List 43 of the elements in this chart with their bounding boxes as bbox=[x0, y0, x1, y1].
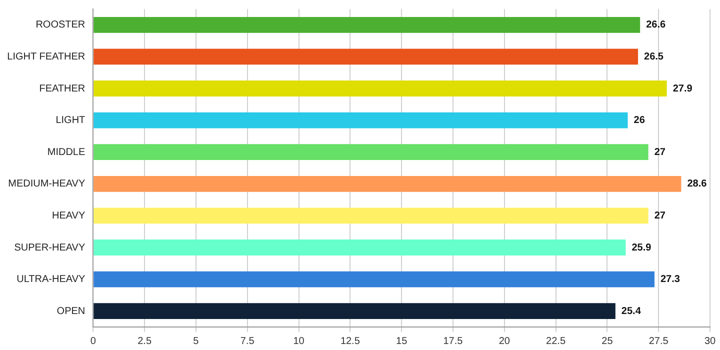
data-label: 26.5 bbox=[644, 51, 664, 62]
x-tick-label: 0 bbox=[90, 336, 96, 347]
y-tick-label: HEAVY bbox=[52, 210, 86, 222]
x-tick-label: 12.5 bbox=[340, 336, 360, 347]
x-tick-label: 15 bbox=[396, 336, 408, 347]
bar bbox=[94, 112, 628, 128]
bar bbox=[94, 208, 648, 224]
data-label: 25.9 bbox=[632, 242, 652, 254]
x-tick-label: 10 bbox=[293, 336, 305, 347]
data-label: 27 bbox=[654, 146, 666, 158]
x-tick-label: 25 bbox=[602, 336, 614, 347]
data-label: 25.4 bbox=[621, 306, 642, 317]
y-tick-label: SUPER-HEAVY bbox=[14, 242, 86, 254]
x-tick-label: 5 bbox=[193, 336, 200, 347]
x-tick-label: 22.5 bbox=[546, 336, 566, 347]
y-tick-label: MIDDLE bbox=[47, 146, 86, 158]
y-tick-label: ROOSTER bbox=[36, 20, 86, 31]
bar bbox=[94, 16, 640, 33]
y-tick-label: ULTRA-HEAVY bbox=[16, 274, 86, 286]
x-tick-label: 30 bbox=[704, 336, 716, 347]
bar bbox=[94, 144, 648, 160]
data-label: 27.9 bbox=[672, 83, 693, 94]
data-label: 26 bbox=[634, 115, 646, 126]
y-tick-label: LIGHT bbox=[56, 115, 86, 126]
bar bbox=[94, 48, 638, 65]
x-tick-label: 2.5 bbox=[138, 336, 152, 347]
x-tick-label: 20 bbox=[498, 336, 510, 347]
bar bbox=[94, 176, 682, 192]
y-tick-label: FEATHER bbox=[39, 83, 86, 94]
y-tick-label: LIGHT FEATHER bbox=[7, 51, 86, 62]
bar bbox=[94, 80, 667, 96]
y-tick-label: OPEN bbox=[56, 306, 86, 317]
bar bbox=[94, 240, 626, 256]
data-label: 28.6 bbox=[687, 178, 708, 190]
x-tick-label: 27.5 bbox=[648, 336, 669, 347]
y-tick-label: MEDIUM-HEAVY bbox=[8, 178, 86, 190]
data-label: 27 bbox=[654, 210, 666, 222]
data-label: 27.3 bbox=[660, 274, 680, 286]
bar bbox=[94, 303, 616, 320]
bar bbox=[94, 271, 654, 288]
data-label: 26.6 bbox=[646, 20, 666, 31]
x-tick-label: 7.5 bbox=[240, 336, 255, 347]
x-tick-label: 17.5 bbox=[443, 336, 464, 347]
